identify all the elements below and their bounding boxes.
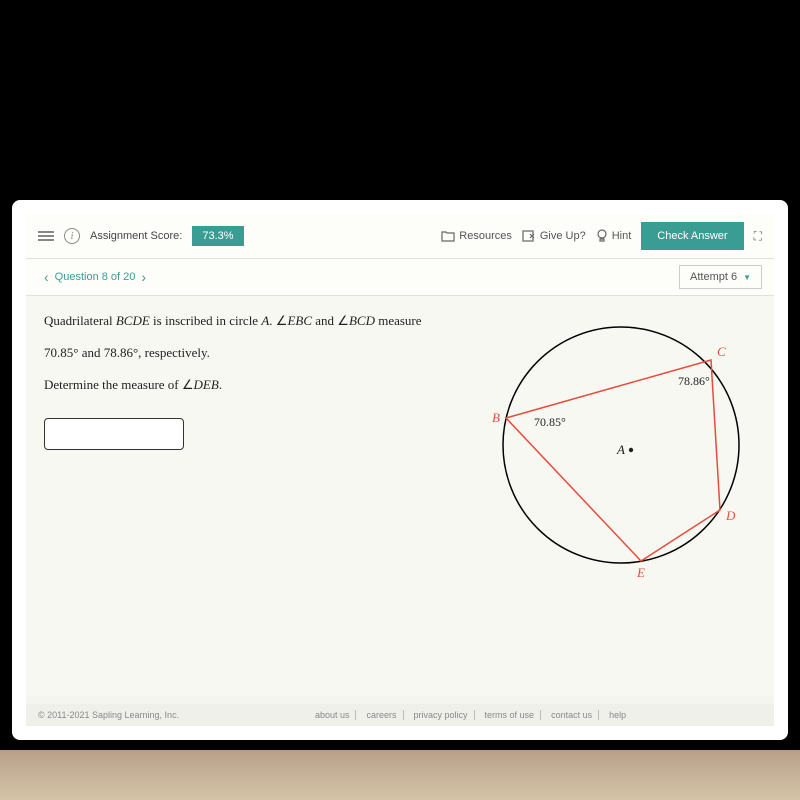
folder-icon [441,230,455,242]
info-icon[interactable]: i [64,228,80,244]
geometry-figure: A B C D E 70.85° 78.86° [486,310,756,580]
copyright-text: © 2011-2021 Sapling Learning, Inc. [38,710,179,720]
giveup-icon [522,230,536,242]
give-up-link[interactable]: Give Up? [522,230,586,242]
attempt-label: Attempt 6 [690,271,737,283]
give-up-label: Give Up? [540,230,586,242]
prev-question-button[interactable]: ‹ [38,269,55,285]
hint-link[interactable]: Hint [596,229,632,243]
check-answer-button[interactable]: Check Answer [641,222,743,250]
problem-text: Quadrilateral BCDE is inscribed in circl… [44,310,466,682]
svg-text:D: D [725,508,736,523]
question-nav-bar: ‹ Question 8 of 20 › Attempt 6 ▼ [26,259,774,296]
desk-surface [0,750,800,800]
resources-label: Resources [459,230,512,242]
question-label: Question 8 of 20 [55,271,136,283]
score-badge: 73.3% [192,226,243,246]
footer-link[interactable]: privacy policy [408,710,475,720]
footer-link[interactable]: careers [360,710,403,720]
page-footer: © 2011-2021 Sapling Learning, Inc. about… [26,704,774,726]
attempt-dropdown[interactable]: Attempt 6 ▼ [679,265,762,289]
next-question-button[interactable]: › [135,269,152,285]
bulb-icon [596,229,608,243]
footer-link[interactable]: contact us [545,710,599,720]
svg-text:70.85°: 70.85° [534,415,566,429]
problem-content: Quadrilateral BCDE is inscribed in circl… [26,296,774,696]
score-label: Assignment Score: [90,230,182,242]
hint-label: Hint [612,230,632,242]
svg-text:A: A [616,442,625,457]
menu-icon[interactable] [38,231,54,241]
tablet-screen: i Assignment Score: 73.3% Resources Give… [12,200,788,740]
svg-text:B: B [492,410,500,425]
footer-link[interactable]: help [603,710,632,720]
resources-link[interactable]: Resources [441,230,512,242]
chevron-down-icon: ▼ [743,273,751,282]
fullscreen-icon[interactable]: ⛶ [754,229,762,244]
svg-text:78.86°: 78.86° [678,374,710,388]
svg-text:E: E [636,565,645,580]
answer-input[interactable] [44,418,184,450]
svg-text:C: C [717,344,726,359]
top-toolbar: i Assignment Score: 73.3% Resources Give… [26,214,774,259]
footer-links: about uscareers privacy policy terms of us… [309,710,632,720]
footer-link[interactable]: about us [309,710,357,720]
footer-link[interactable]: terms of use [479,710,542,720]
